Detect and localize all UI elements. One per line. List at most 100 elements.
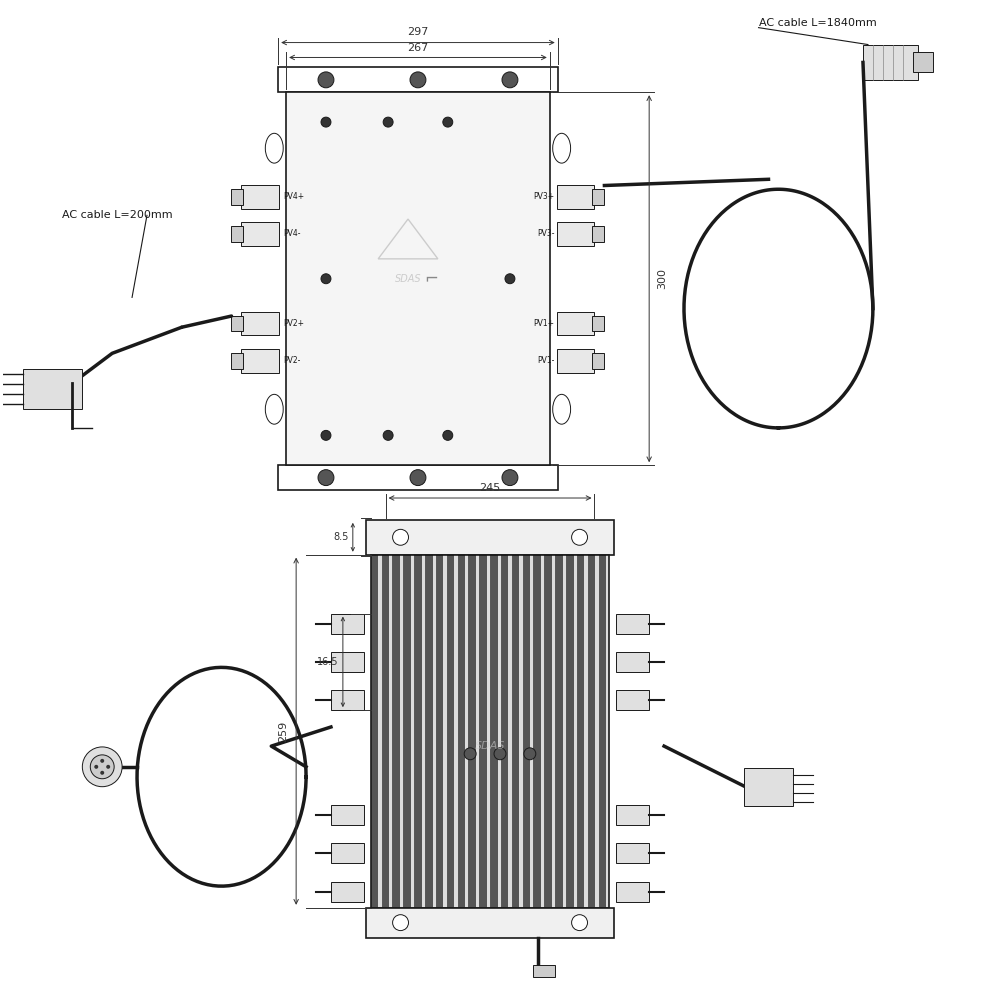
Bar <box>574 555 577 908</box>
Bar <box>588 555 595 908</box>
Text: PV2-: PV2- <box>283 356 301 365</box>
Bar <box>331 690 364 710</box>
Circle shape <box>494 748 506 760</box>
Circle shape <box>106 765 110 769</box>
Bar <box>422 555 425 908</box>
Bar <box>599 555 606 908</box>
Bar <box>913 52 933 72</box>
Text: PV3-: PV3- <box>537 229 555 238</box>
Text: PV1-: PV1- <box>537 356 555 365</box>
Circle shape <box>393 915 409 931</box>
Bar <box>468 555 476 908</box>
Ellipse shape <box>553 394 571 424</box>
Text: 297: 297 <box>407 27 429 37</box>
Bar <box>389 555 392 908</box>
Text: PV4+: PV4+ <box>283 192 304 201</box>
Bar <box>523 555 530 908</box>
Bar <box>392 555 400 908</box>
Bar <box>231 353 243 369</box>
Bar <box>592 189 604 205</box>
Bar <box>533 965 555 977</box>
Bar <box>366 908 614 938</box>
Bar <box>241 312 279 335</box>
Bar <box>563 555 566 908</box>
Bar <box>552 555 555 908</box>
Bar <box>498 555 501 908</box>
Bar <box>241 185 279 209</box>
Ellipse shape <box>265 394 283 424</box>
Text: 259: 259 <box>278 721 288 742</box>
Circle shape <box>464 748 476 760</box>
Bar <box>544 555 552 908</box>
Bar <box>490 555 498 908</box>
Circle shape <box>572 529 588 545</box>
Circle shape <box>383 117 393 127</box>
Bar <box>541 555 544 908</box>
Bar <box>479 555 487 908</box>
Bar <box>231 189 243 205</box>
Circle shape <box>393 529 409 545</box>
Circle shape <box>90 755 114 779</box>
Bar <box>566 555 574 908</box>
Bar <box>592 353 604 369</box>
Circle shape <box>443 430 453 440</box>
Text: 16.5: 16.5 <box>317 657 339 667</box>
Bar <box>231 316 243 331</box>
Bar <box>744 768 793 806</box>
Bar <box>433 555 436 908</box>
Bar <box>616 843 649 863</box>
Text: PV4-: PV4- <box>283 229 301 238</box>
Bar <box>231 226 243 242</box>
Bar <box>519 555 523 908</box>
Bar <box>476 555 479 908</box>
Bar <box>447 555 454 908</box>
Bar <box>278 465 558 490</box>
Text: 300: 300 <box>657 268 667 289</box>
Bar <box>616 690 649 710</box>
Bar <box>366 520 614 555</box>
Bar <box>616 614 649 634</box>
Bar <box>425 555 433 908</box>
Circle shape <box>505 274 515 284</box>
Bar <box>436 555 443 908</box>
Ellipse shape <box>265 133 283 163</box>
Text: PV1+: PV1+ <box>534 319 555 328</box>
Bar <box>286 92 550 465</box>
Bar <box>403 555 411 908</box>
Circle shape <box>321 274 331 284</box>
Text: ⌐: ⌐ <box>424 270 438 288</box>
Text: PV2+: PV2+ <box>283 319 304 328</box>
Bar <box>331 652 364 672</box>
Text: SDAS: SDAS <box>475 741 505 751</box>
Circle shape <box>572 915 588 931</box>
Circle shape <box>321 117 331 127</box>
Bar <box>577 555 584 908</box>
Text: 267: 267 <box>407 43 429 53</box>
Circle shape <box>410 72 426 88</box>
Circle shape <box>383 430 393 440</box>
Bar <box>487 555 490 908</box>
Bar <box>606 555 609 908</box>
Circle shape <box>100 759 104 763</box>
Bar <box>557 349 594 373</box>
Bar <box>533 555 541 908</box>
Bar <box>331 805 364 825</box>
Bar <box>616 652 649 672</box>
Bar <box>465 555 468 908</box>
Bar <box>400 555 403 908</box>
Text: PV3+: PV3+ <box>534 192 555 201</box>
Text: AC cable L=200mm: AC cable L=200mm <box>62 210 173 220</box>
Bar <box>371 555 609 908</box>
Bar <box>592 316 604 331</box>
Bar <box>616 882 649 902</box>
Circle shape <box>502 72 518 88</box>
Circle shape <box>82 747 122 787</box>
Bar <box>278 67 558 92</box>
Bar <box>241 222 279 246</box>
Circle shape <box>94 765 98 769</box>
Bar <box>331 882 364 902</box>
Bar <box>411 555 414 908</box>
Bar <box>584 555 588 908</box>
Bar <box>557 185 594 209</box>
Bar <box>555 555 563 908</box>
